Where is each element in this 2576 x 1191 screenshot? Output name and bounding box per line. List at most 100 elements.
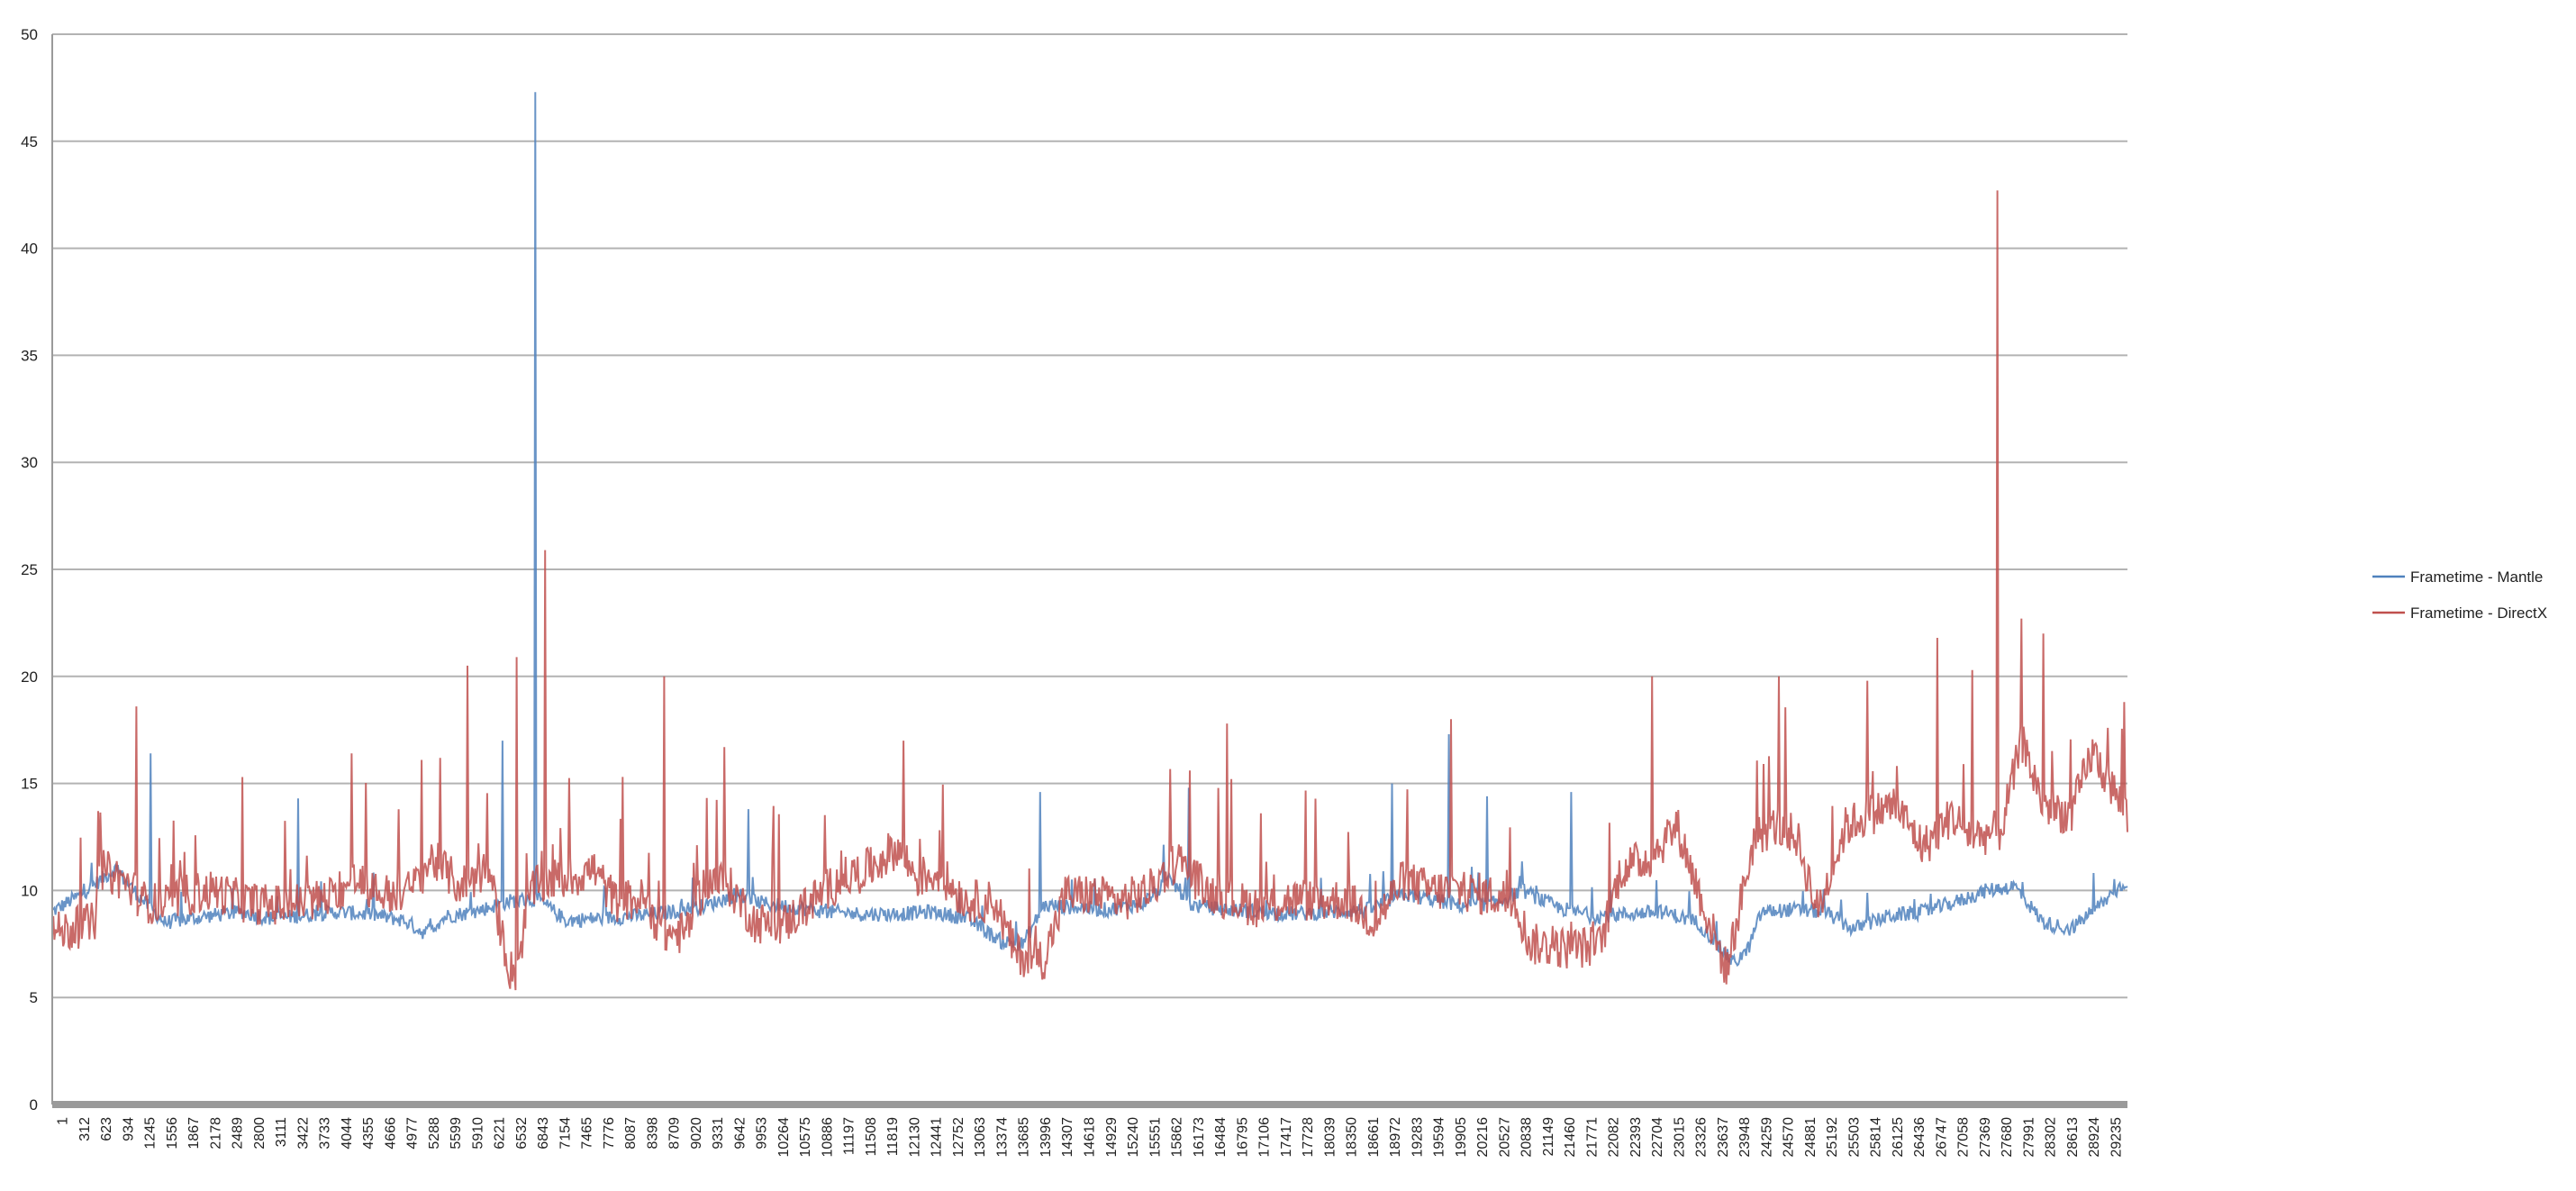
x-tick-label: 9020 [689, 1117, 704, 1150]
x-tick-label: 25814 [1869, 1117, 1884, 1158]
x-tick-label: 28613 [2065, 1117, 2081, 1158]
y-axis-ticks: 0 5 10 15 20 25 30 35 40 45 50 [21, 26, 38, 1114]
x-tick-label: 23637 [1716, 1117, 1731, 1158]
x-tick-label: 11508 [864, 1117, 879, 1156]
x-tick-label: 1556 [165, 1117, 180, 1150]
y-tick-label: 10 [21, 882, 38, 899]
x-tick-label: 7154 [558, 1117, 573, 1150]
y-tick-label: 50 [21, 26, 38, 43]
x-tick-label: 13996 [1039, 1117, 1054, 1158]
legend-label: Frametime - Mantle [2410, 568, 2543, 586]
x-tick-label: 25192 [1825, 1117, 1840, 1158]
x-tick-label: 18039 [1322, 1117, 1338, 1158]
x-tick-label: 7776 [602, 1117, 617, 1150]
x-tick-label: 24570 [1782, 1117, 1797, 1158]
x-tick-label: 9953 [755, 1117, 770, 1150]
legend: Frametime - Mantle Frametime - DirectX [2372, 568, 2547, 622]
x-tick-label: 312 [77, 1117, 93, 1141]
x-tick-label: 16173 [1192, 1117, 1207, 1158]
x-tick-label: 9331 [711, 1117, 726, 1150]
x-tick-label: 13063 [973, 1117, 988, 1158]
x-tick-label: 8709 [667, 1117, 683, 1150]
x-tick-label: 1245 [143, 1117, 159, 1150]
x-tick-label: 22704 [1650, 1117, 1665, 1158]
x-tick-label: 11197 [842, 1117, 857, 1155]
x-tick-label: 20838 [1519, 1117, 1535, 1158]
x-tick-label: 12752 [951, 1117, 966, 1158]
x-tick-label: 623 [99, 1117, 114, 1141]
x-tick-label: 17417 [1279, 1117, 1294, 1158]
x-tick-label: 16795 [1235, 1117, 1250, 1158]
x-tick-label: 2178 [208, 1117, 223, 1150]
x-tick-label: 9642 [733, 1117, 748, 1150]
x-tick-label: 17728 [1301, 1117, 1316, 1158]
x-tick-label: 4355 [361, 1117, 376, 1150]
x-tick-label: 12130 [908, 1117, 923, 1158]
x-tick-label: 5910 [470, 1117, 485, 1150]
x-tick-label: 3733 [318, 1117, 333, 1150]
x-tick-label: 17106 [1257, 1117, 1273, 1158]
x-tick-label: 5288 [427, 1117, 442, 1150]
x-tick-label: 8398 [645, 1117, 660, 1150]
x-tick-label: 24259 [1759, 1117, 1774, 1158]
x-tick-label: 28302 [2044, 1117, 2059, 1158]
x-tick-label: 19283 [1410, 1117, 1425, 1158]
x-tick-label: 6843 [536, 1117, 551, 1150]
x-tick-label: 27680 [2000, 1117, 2015, 1158]
series-line-directx [51, 190, 2128, 991]
x-tick-label: 6221 [493, 1117, 508, 1150]
x-tick-label: 6532 [514, 1117, 530, 1150]
y-tick-label: 35 [21, 347, 38, 364]
x-tick-label: 21460 [1563, 1117, 1578, 1158]
gridlines [52, 33, 2127, 999]
x-axis-ticks: 1 312 623 934 1245 1556 1867 2178 2489 2800 3111 34… [56, 1117, 2125, 1158]
x-tick-label: 1 [56, 1117, 71, 1125]
x-tick-label: 14307 [1060, 1117, 1075, 1158]
x-tick-label: 934 [121, 1117, 136, 1141]
series-lines [51, 92, 2128, 991]
x-tick-label: 7465 [580, 1117, 595, 1150]
x-tick-label: 5599 [449, 1117, 464, 1150]
x-tick-label: 13685 [1017, 1117, 1032, 1158]
x-tick-label: 10264 [776, 1117, 792, 1158]
x-tick-label: 12441 [930, 1117, 945, 1158]
x-tick-label: 8087 [623, 1117, 639, 1150]
x-tick-label: 10575 [798, 1117, 813, 1158]
legend-label: Frametime - DirectX [2410, 605, 2547, 622]
x-tick-label: 26747 [1934, 1117, 1949, 1158]
series-line-mantle [51, 92, 2128, 968]
x-tick-label: 14618 [1083, 1117, 1098, 1158]
x-tick-label: 10886 [821, 1117, 836, 1158]
x-tick-label: 29235 [2109, 1117, 2124, 1158]
x-tick-label: 3111 [274, 1117, 289, 1147]
x-tick-label: 11819 [885, 1117, 901, 1156]
x-tick-label: 21149 [1541, 1117, 1556, 1156]
x-tick-label: 27991 [2021, 1117, 2036, 1158]
x-tick-label: 4977 [405, 1117, 421, 1150]
x-tick-label: 22082 [1607, 1117, 1622, 1158]
x-tick-label: 13374 [995, 1117, 1011, 1158]
y-tick-label: 30 [21, 454, 38, 471]
x-tick-label: 15862 [1170, 1117, 1185, 1158]
y-tick-label: 25 [21, 561, 38, 578]
x-tick-label: 16484 [1213, 1117, 1229, 1158]
y-tick-label: 40 [21, 241, 38, 258]
x-tick-label: 26125 [1891, 1117, 1906, 1158]
y-tick-label: 15 [21, 776, 38, 793]
x-tick-label: 20527 [1497, 1117, 1512, 1158]
x-tick-label: 14929 [1104, 1117, 1120, 1158]
x-tick-label: 23326 [1694, 1117, 1710, 1158]
x-tick-label: 20216 [1475, 1117, 1491, 1158]
x-tick-label: 18661 [1366, 1117, 1382, 1158]
x-tick-label: 15240 [1126, 1117, 1141, 1158]
x-tick-label: 3422 [295, 1117, 311, 1150]
x-tick-label: 1867 [186, 1117, 202, 1150]
x-tick-label: 24881 [1803, 1117, 1819, 1158]
x-tick-label: 27058 [1956, 1117, 1972, 1158]
x-tick-label: 21771 [1584, 1117, 1600, 1158]
x-tick-label: 2800 [252, 1117, 268, 1150]
x-tick-label: 4044 [340, 1117, 355, 1150]
x-tick-label: 19594 [1432, 1117, 1447, 1158]
y-tick-label: 20 [21, 668, 38, 686]
